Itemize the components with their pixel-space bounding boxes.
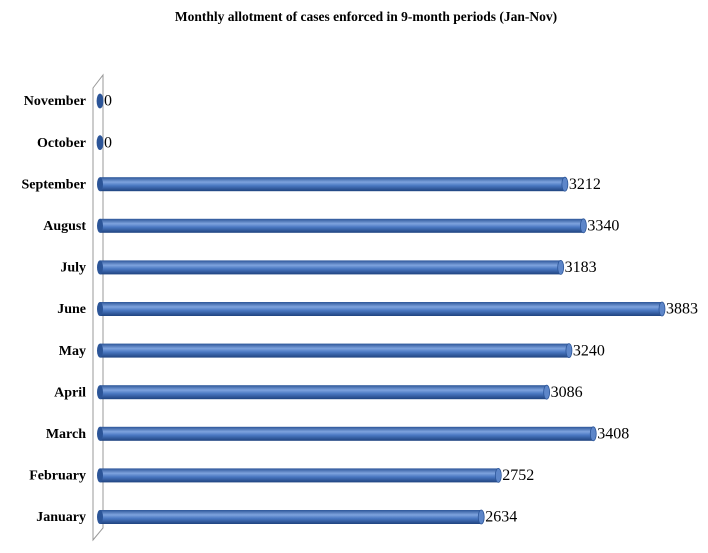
value-label: 3340 [587, 217, 619, 234]
bar-base [97, 218, 103, 233]
value-label: 2752 [502, 467, 534, 484]
bar-base [97, 135, 103, 150]
bar [100, 468, 499, 483]
chart-title: Monthly allotment of cases enforced in 9… [175, 9, 557, 24]
value-label: 0 [104, 134, 112, 151]
bar [100, 385, 547, 400]
value-label: 3240 [573, 342, 605, 359]
bar [100, 510, 482, 524]
category-label: January [36, 510, 86, 525]
value-label: 0 [104, 93, 112, 110]
bar [100, 302, 662, 316]
category-label: May [59, 344, 86, 359]
bar-base [97, 343, 103, 358]
bar-cap [565, 343, 573, 359]
bar-base [97, 177, 103, 192]
bar-base [97, 94, 103, 108]
category-label: August [43, 219, 86, 234]
bar [100, 343, 569, 358]
value-label: 3883 [666, 301, 698, 318]
bar-cap [477, 509, 485, 525]
bar-cap [589, 426, 597, 442]
bar-base [97, 302, 103, 316]
value-label: 2634 [485, 509, 517, 526]
bar [100, 177, 565, 192]
bar-base [97, 260, 103, 275]
category-label: April [54, 385, 86, 400]
category-label: February [29, 469, 86, 484]
category-label: June [57, 302, 86, 317]
bar-base [97, 385, 103, 400]
bar-cap [658, 301, 666, 317]
category-label: September [21, 177, 86, 192]
bar-cap [580, 218, 587, 234]
bar [100, 260, 561, 275]
category-label: March [46, 427, 86, 442]
category-label: November [24, 94, 86, 109]
bar-cap [494, 467, 502, 483]
value-label: 3183 [565, 259, 597, 276]
bar-cap [557, 259, 565, 275]
category-label: July [60, 261, 86, 276]
bar-base [97, 426, 103, 441]
bar-cap [561, 176, 569, 192]
plot-area: January 2634 February 2752 March 3408 April 308… [21, 93, 698, 526]
bar-base [97, 468, 103, 483]
bar-base [97, 510, 103, 524]
bar-cap [543, 384, 551, 400]
value-label: 3086 [551, 384, 583, 401]
category-label: October [37, 136, 86, 151]
bar [100, 426, 594, 441]
value-label: 3212 [569, 176, 601, 193]
value-label: 3408 [597, 425, 629, 442]
bar [100, 218, 584, 233]
